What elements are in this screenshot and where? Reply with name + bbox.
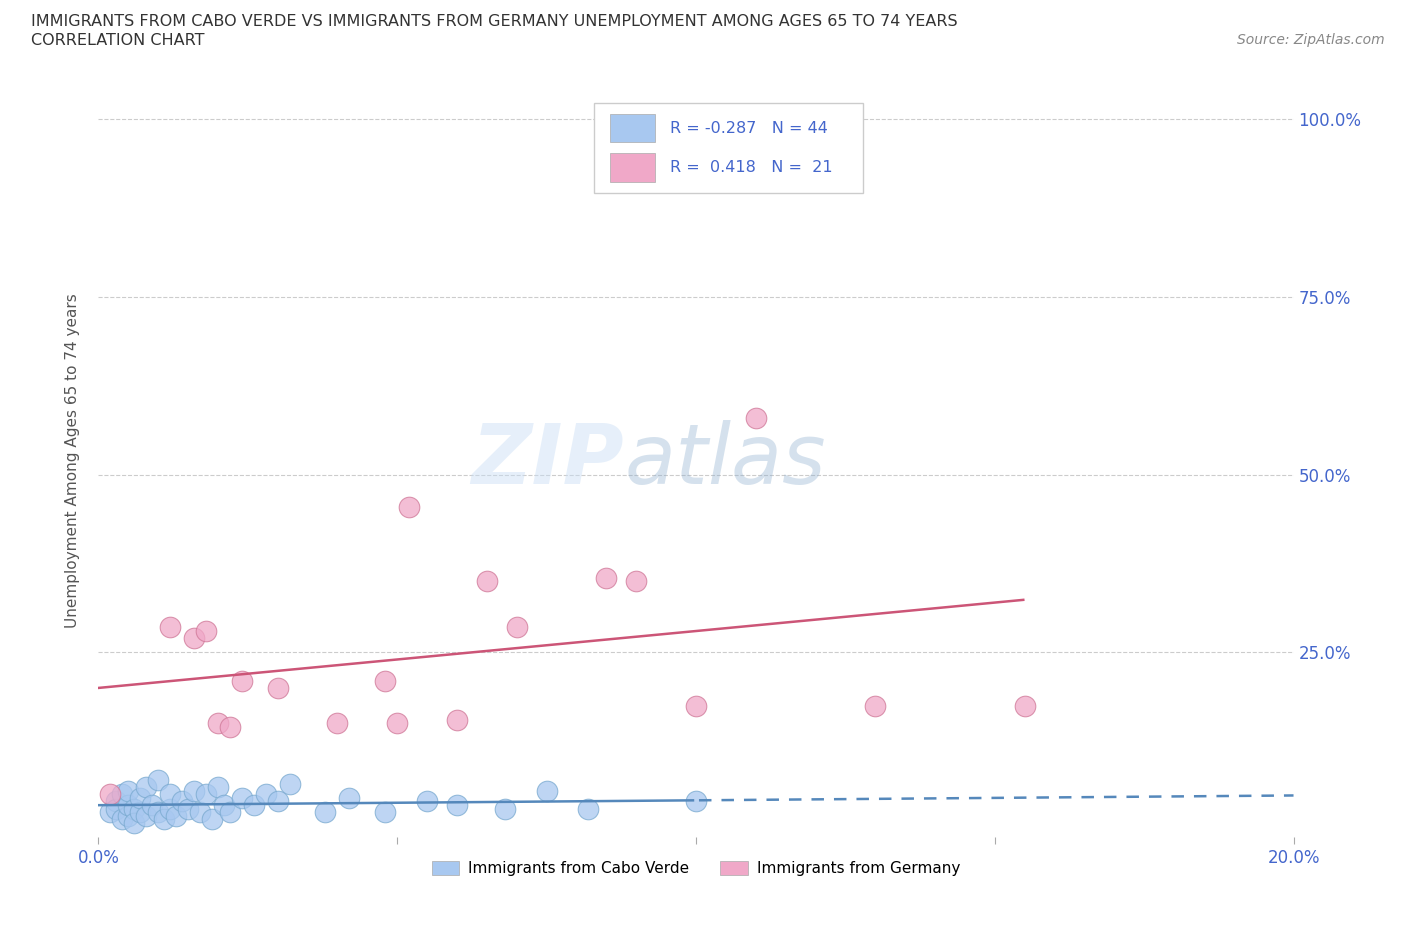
Point — [124, 816, 146, 830]
Bar — [610, 153, 655, 181]
Point — [105, 794, 128, 809]
Point — [148, 773, 170, 788]
Point — [195, 623, 218, 638]
Point — [165, 808, 187, 823]
Text: CORRELATION CHART: CORRELATION CHART — [31, 33, 204, 48]
Text: ZIP: ZIP — [471, 419, 624, 501]
Point — [207, 780, 229, 795]
Point — [506, 620, 529, 635]
Point — [231, 790, 253, 805]
FancyBboxPatch shape — [595, 102, 863, 193]
Point — [201, 812, 224, 827]
Point — [416, 794, 439, 809]
Point — [159, 787, 181, 802]
Point — [536, 783, 558, 798]
Point — [117, 798, 139, 813]
Point — [267, 794, 290, 809]
Text: R = -0.287   N = 44: R = -0.287 N = 44 — [669, 121, 828, 136]
Point — [243, 798, 266, 813]
Point — [195, 787, 218, 802]
Point — [148, 804, 170, 819]
Point — [1014, 698, 1036, 713]
Point — [685, 698, 707, 713]
Point — [219, 720, 242, 735]
Point — [159, 801, 181, 816]
Bar — [610, 113, 655, 142]
Point — [177, 801, 200, 816]
Point — [315, 804, 337, 819]
Point — [475, 574, 498, 589]
Y-axis label: Unemployment Among Ages 65 to 74 years: Unemployment Among Ages 65 to 74 years — [65, 293, 80, 628]
Point — [745, 410, 768, 425]
Point — [374, 673, 396, 688]
Point — [578, 801, 600, 816]
Point — [339, 790, 361, 805]
Point — [326, 716, 349, 731]
Point — [446, 798, 468, 813]
Point — [159, 620, 181, 635]
Point — [626, 574, 648, 589]
Point — [188, 804, 211, 819]
Point — [446, 712, 468, 727]
Point — [231, 673, 253, 688]
Point — [865, 698, 887, 713]
Point — [219, 804, 242, 819]
Point — [212, 798, 235, 813]
Point — [398, 499, 420, 514]
Point — [374, 804, 396, 819]
Text: R =  0.418   N =  21: R = 0.418 N = 21 — [669, 160, 832, 175]
Point — [685, 794, 707, 809]
Point — [135, 780, 157, 795]
Point — [183, 631, 205, 645]
Point — [98, 787, 122, 802]
Point — [111, 812, 134, 827]
Point — [129, 790, 152, 805]
Point — [267, 681, 290, 696]
Text: IMMIGRANTS FROM CABO VERDE VS IMMIGRANTS FROM GERMANY UNEMPLOYMENT AMONG AGES 65: IMMIGRANTS FROM CABO VERDE VS IMMIGRANTS… — [31, 14, 957, 29]
Point — [141, 798, 163, 813]
Point — [254, 787, 277, 802]
Point — [135, 808, 157, 823]
Text: atlas: atlas — [624, 419, 825, 501]
Point — [117, 783, 139, 798]
Point — [183, 783, 205, 798]
Point — [278, 777, 301, 791]
Point — [172, 794, 194, 809]
Point — [98, 804, 122, 819]
Point — [129, 804, 152, 819]
Point — [494, 801, 516, 816]
Text: Source: ZipAtlas.com: Source: ZipAtlas.com — [1237, 33, 1385, 46]
Legend: Immigrants from Cabo Verde, Immigrants from Germany: Immigrants from Cabo Verde, Immigrants f… — [426, 855, 966, 882]
Point — [111, 787, 134, 802]
Point — [105, 801, 128, 816]
Point — [153, 812, 176, 827]
Point — [207, 716, 229, 731]
Point — [117, 808, 139, 823]
Point — [124, 801, 146, 816]
Point — [595, 570, 617, 585]
Point — [385, 716, 409, 731]
